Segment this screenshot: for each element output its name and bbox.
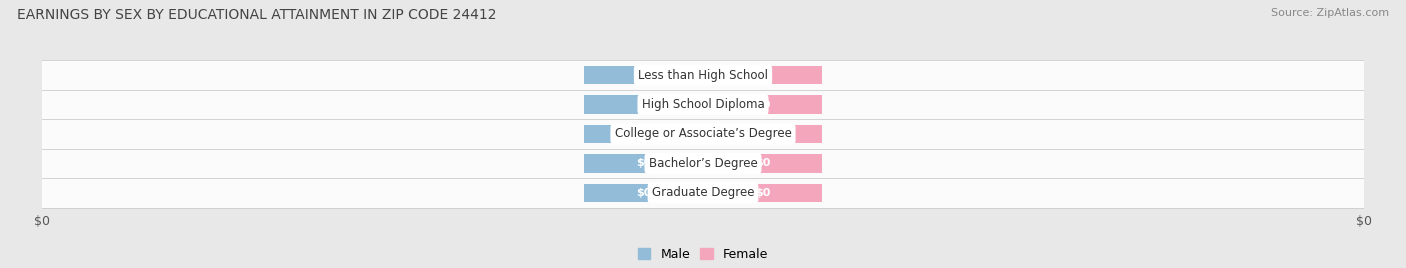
Text: $0: $0 <box>755 70 770 80</box>
Bar <box>703 154 823 173</box>
Bar <box>42 149 1364 178</box>
Text: $0: $0 <box>636 70 651 80</box>
Text: $0: $0 <box>636 100 651 110</box>
Bar <box>583 95 703 114</box>
Bar <box>42 119 1364 149</box>
Text: $0: $0 <box>636 129 651 139</box>
Bar <box>703 125 823 143</box>
Text: $0: $0 <box>636 188 651 198</box>
Text: Less than High School: Less than High School <box>638 69 768 82</box>
Bar <box>42 178 1364 208</box>
Text: Graduate Degree: Graduate Degree <box>652 186 754 199</box>
Bar <box>583 125 703 143</box>
Text: $0: $0 <box>755 158 770 168</box>
Bar <box>703 95 823 114</box>
Bar <box>703 184 823 202</box>
Text: Bachelor’s Degree: Bachelor’s Degree <box>648 157 758 170</box>
Text: Source: ZipAtlas.com: Source: ZipAtlas.com <box>1271 8 1389 18</box>
Text: $0: $0 <box>755 129 770 139</box>
Text: EARNINGS BY SEX BY EDUCATIONAL ATTAINMENT IN ZIP CODE 24412: EARNINGS BY SEX BY EDUCATIONAL ATTAINMEN… <box>17 8 496 22</box>
Bar <box>42 90 1364 119</box>
Text: High School Diploma: High School Diploma <box>641 98 765 111</box>
Text: College or Associate’s Degree: College or Associate’s Degree <box>614 128 792 140</box>
Bar <box>583 66 703 84</box>
Bar <box>583 184 703 202</box>
Text: $0: $0 <box>755 100 770 110</box>
Text: $0: $0 <box>755 188 770 198</box>
Bar <box>42 60 1364 90</box>
Bar <box>583 154 703 173</box>
Bar <box>703 66 823 84</box>
Legend: Male, Female: Male, Female <box>633 243 773 266</box>
Text: $0: $0 <box>636 158 651 168</box>
